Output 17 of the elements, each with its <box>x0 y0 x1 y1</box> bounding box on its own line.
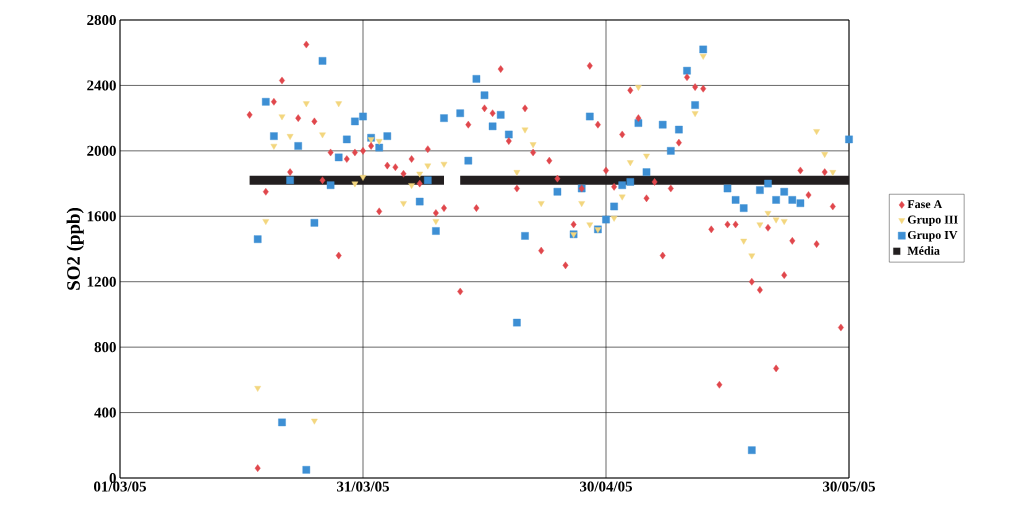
y-tick-label: 2800 <box>87 14 116 26</box>
legend-label: Grupo IV <box>907 230 958 242</box>
y-tick-label: 400 <box>94 407 116 418</box>
y-tick-label: 0 <box>109 472 116 484</box>
y-tick-label: 2400 <box>87 80 116 91</box>
x-tick-label: 30/04/05 <box>580 481 633 492</box>
y-tick-label: 800 <box>94 342 116 353</box>
x-tick-label: 01/03/05 <box>94 481 147 492</box>
legend-label: Fase A <box>907 200 943 209</box>
y-tick-label: 1600 <box>87 211 116 222</box>
legend-label: Grupo III <box>907 215 958 227</box>
y-tick-label: 2000 <box>87 145 116 156</box>
legend-label: Média <box>907 246 940 255</box>
y-tick-label: 1200 <box>87 276 116 287</box>
y-axis-title: SO2 (ppb) <box>66 208 84 290</box>
x-tick-label: 31/03/05 <box>337 481 390 492</box>
x-tick-label: 30/05/05 <box>823 481 876 492</box>
